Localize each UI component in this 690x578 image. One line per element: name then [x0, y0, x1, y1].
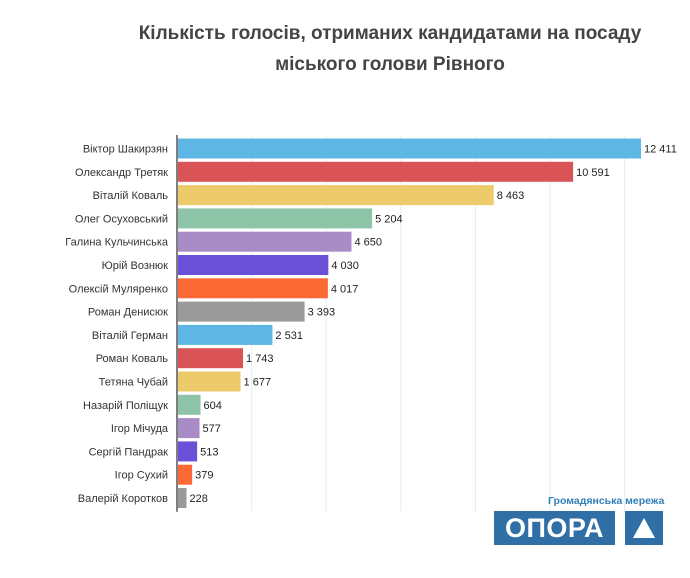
category-label: Віктор Шакирзян: [83, 144, 168, 156]
bar: [178, 208, 373, 229]
value-label: 513: [200, 446, 218, 458]
value-label: 4 650: [354, 237, 382, 249]
category-label: Олег Осуховський: [75, 213, 168, 225]
category-label: Юрій Вознюк: [102, 260, 169, 272]
category-label: Олексій Муляренко: [69, 283, 168, 295]
value-label: 1 743: [246, 353, 274, 365]
chart-title-line2: міського голови Рівного: [275, 54, 505, 75]
triangle-icon: [633, 518, 655, 538]
value-label: 4 030: [331, 260, 359, 272]
bar: [178, 394, 201, 415]
category-label: Галина Кульчинська: [65, 237, 169, 249]
bar: [178, 418, 200, 439]
bar: [178, 185, 494, 206]
category-label: Тетяна Чубай: [99, 377, 168, 389]
category-label: Валерій Коротков: [78, 493, 168, 505]
category-label: Сергій Пандрак: [89, 446, 169, 458]
bar: [178, 138, 641, 159]
bar: [178, 278, 328, 299]
value-label: 1 677: [244, 377, 272, 389]
category-label: Віталій Коваль: [93, 190, 169, 202]
category-label: Віталій Герман: [92, 330, 168, 342]
logo-triangle-box: [625, 511, 663, 545]
value-label: 3 393: [308, 307, 336, 319]
bar: [178, 371, 241, 392]
bar: [178, 231, 352, 252]
value-label: 5 204: [375, 213, 403, 225]
bar: [178, 348, 244, 369]
bar: [178, 488, 187, 508]
bar: [178, 301, 305, 322]
value-label: 379: [195, 470, 213, 482]
chart-title-line1: Кількість голосів, отриманих кандидатами…: [138, 23, 642, 44]
value-label: 4 017: [331, 283, 359, 295]
bar: [178, 255, 329, 275]
value-label: 2 531: [275, 330, 303, 342]
value-label: 10 591: [576, 167, 610, 179]
logo-subtitle: Громадянська мережа: [548, 495, 665, 507]
logo-opora: ОПОРА: [494, 511, 615, 545]
category-label: Ігор Мічуда: [111, 423, 169, 435]
category-label: Ігор Сухий: [115, 470, 168, 482]
value-label: 228: [190, 493, 208, 505]
category-label: Олександр Третяк: [75, 167, 168, 179]
value-label: 604: [204, 400, 222, 412]
value-label: 577: [203, 423, 221, 435]
value-label: 8 463: [497, 190, 525, 202]
chart-title: Кількість голосів, отриманих кандидатами…: [90, 18, 690, 80]
bar: [178, 441, 198, 462]
category-label: Роман Коваль: [96, 353, 169, 365]
value-label: 12 411: [644, 144, 677, 156]
bar: [178, 161, 574, 182]
category-label: Роман Денисюк: [88, 307, 168, 319]
bar: [178, 464, 193, 485]
category-label: Назарій Поліщук: [83, 400, 168, 412]
bar: [178, 324, 273, 345]
